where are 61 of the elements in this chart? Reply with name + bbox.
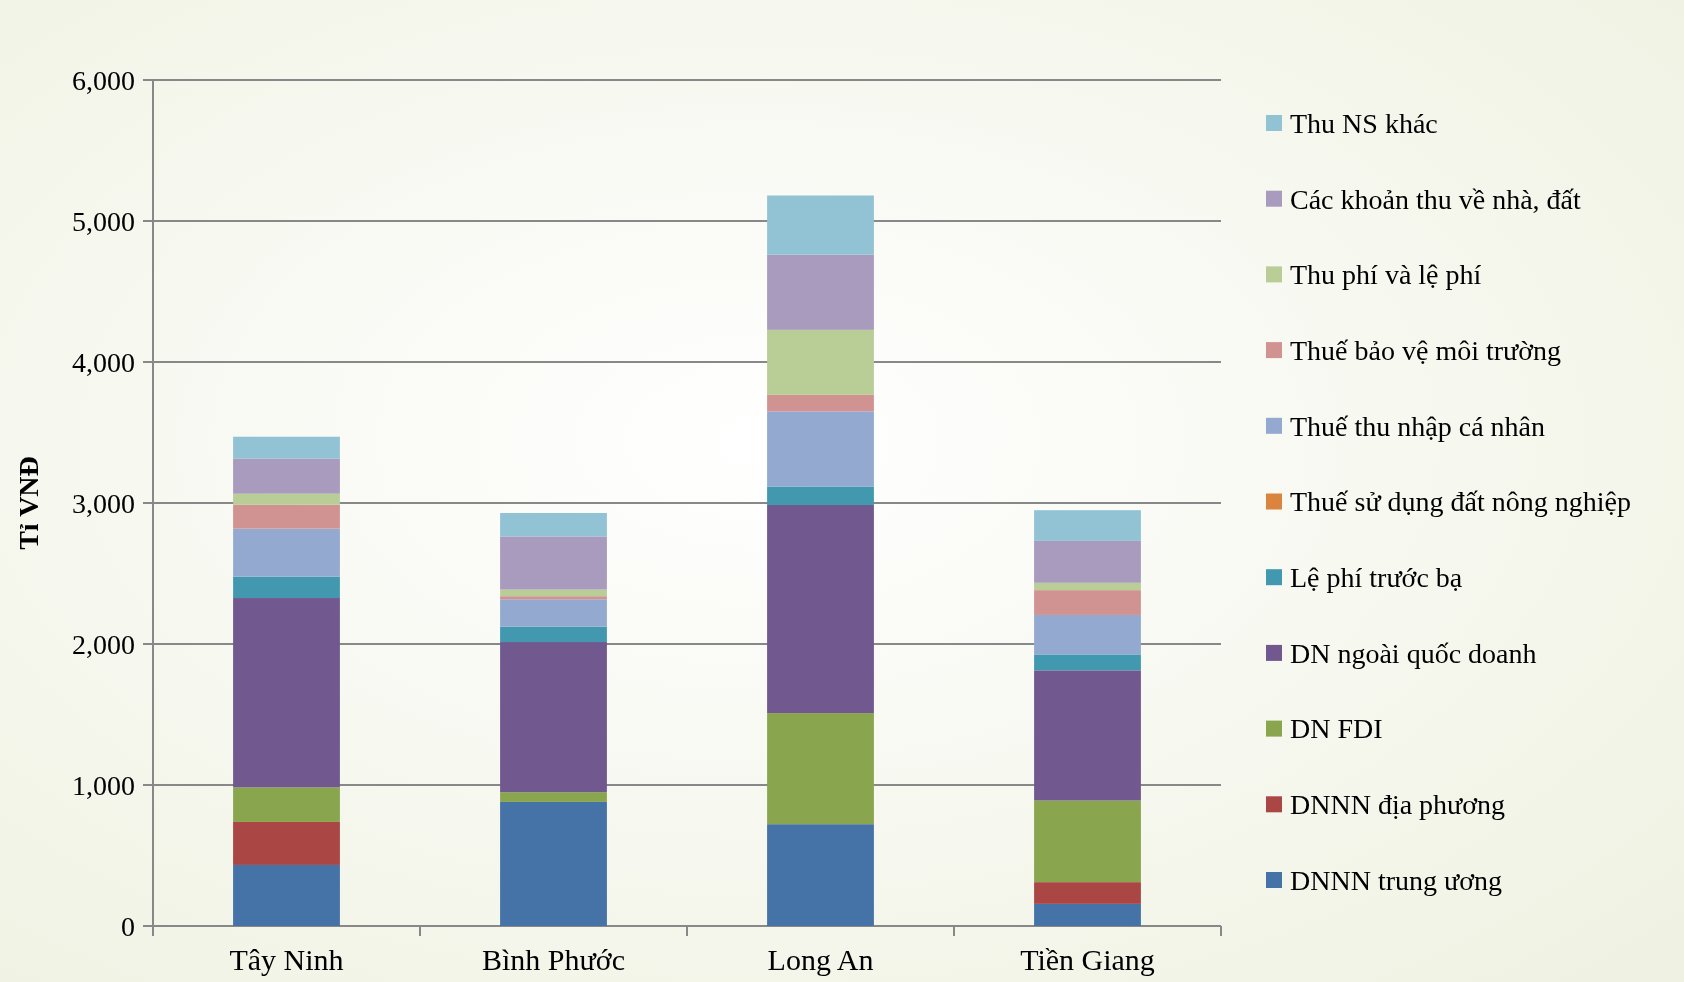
bar [233,787,340,822]
bar [1034,882,1141,904]
bar [500,513,607,537]
y-axis-title: Tỉ VNĐ [13,456,44,550]
bar [233,864,340,926]
bar [500,792,607,802]
y-tick-label: 5,000 [72,205,135,237]
bar [233,458,340,494]
x-tick-label: Bình Phước [482,943,625,976]
bar [1034,903,1141,926]
legend-label: Thuế bảo vệ môi trường [1290,334,1562,366]
legend-label: DN ngoài quốc doanh [1290,637,1537,669]
bar [767,254,874,330]
bar [233,436,340,459]
legend-label: Thuế sử dụng đất nông nghiệp [1290,486,1632,518]
bar [500,596,607,600]
bar [233,493,340,505]
legend-label: Thu NS khác [1290,107,1438,139]
legend-label: DNNN trung ương [1290,864,1502,896]
legend-label: DNNN địa phương [1290,789,1506,821]
bar [767,504,874,714]
bar [500,626,607,643]
bar [233,598,340,788]
legend-label: Thu phí và lệ phí [1290,259,1482,291]
bar [233,576,340,599]
bar [233,821,340,865]
bar [500,536,607,590]
bar [767,195,874,255]
legend-label: DN FDI [1290,713,1383,745]
legend-label: Lệ phí trước bạ [1290,562,1463,593]
x-tick-label: Tây Ninh [229,943,344,976]
legend-label: Thuế thu nhập cá nhân [1290,410,1546,442]
bar [1034,614,1141,655]
y-tick-label: 0 [121,910,135,942]
bar [500,589,607,597]
bar [500,801,607,926]
bar [1034,800,1141,883]
x-tick-label: Long An [767,943,874,976]
bar [500,642,607,793]
bar [1034,590,1141,615]
y-tick-label: 6,000 [72,64,135,96]
bar [767,329,874,395]
legend-label: Các khoản thu về nhà, đất [1290,183,1582,215]
bar [1034,582,1141,591]
y-tick-label: 1,000 [72,769,135,801]
bar [1034,654,1141,671]
x-tick-label: Tiền Giang [1020,943,1155,976]
bar [233,504,340,529]
y-tick-label: 3,000 [72,487,135,519]
bar [767,411,874,487]
y-tick-label: 2,000 [72,628,135,660]
y-tick-label: 4,000 [72,346,135,378]
bar [767,394,874,412]
bar [1034,510,1141,541]
bar [1034,670,1141,801]
bar [767,824,874,926]
bar [233,528,340,577]
bar [767,486,874,505]
bar [500,599,607,627]
bar [1034,540,1141,583]
bar [767,713,874,825]
